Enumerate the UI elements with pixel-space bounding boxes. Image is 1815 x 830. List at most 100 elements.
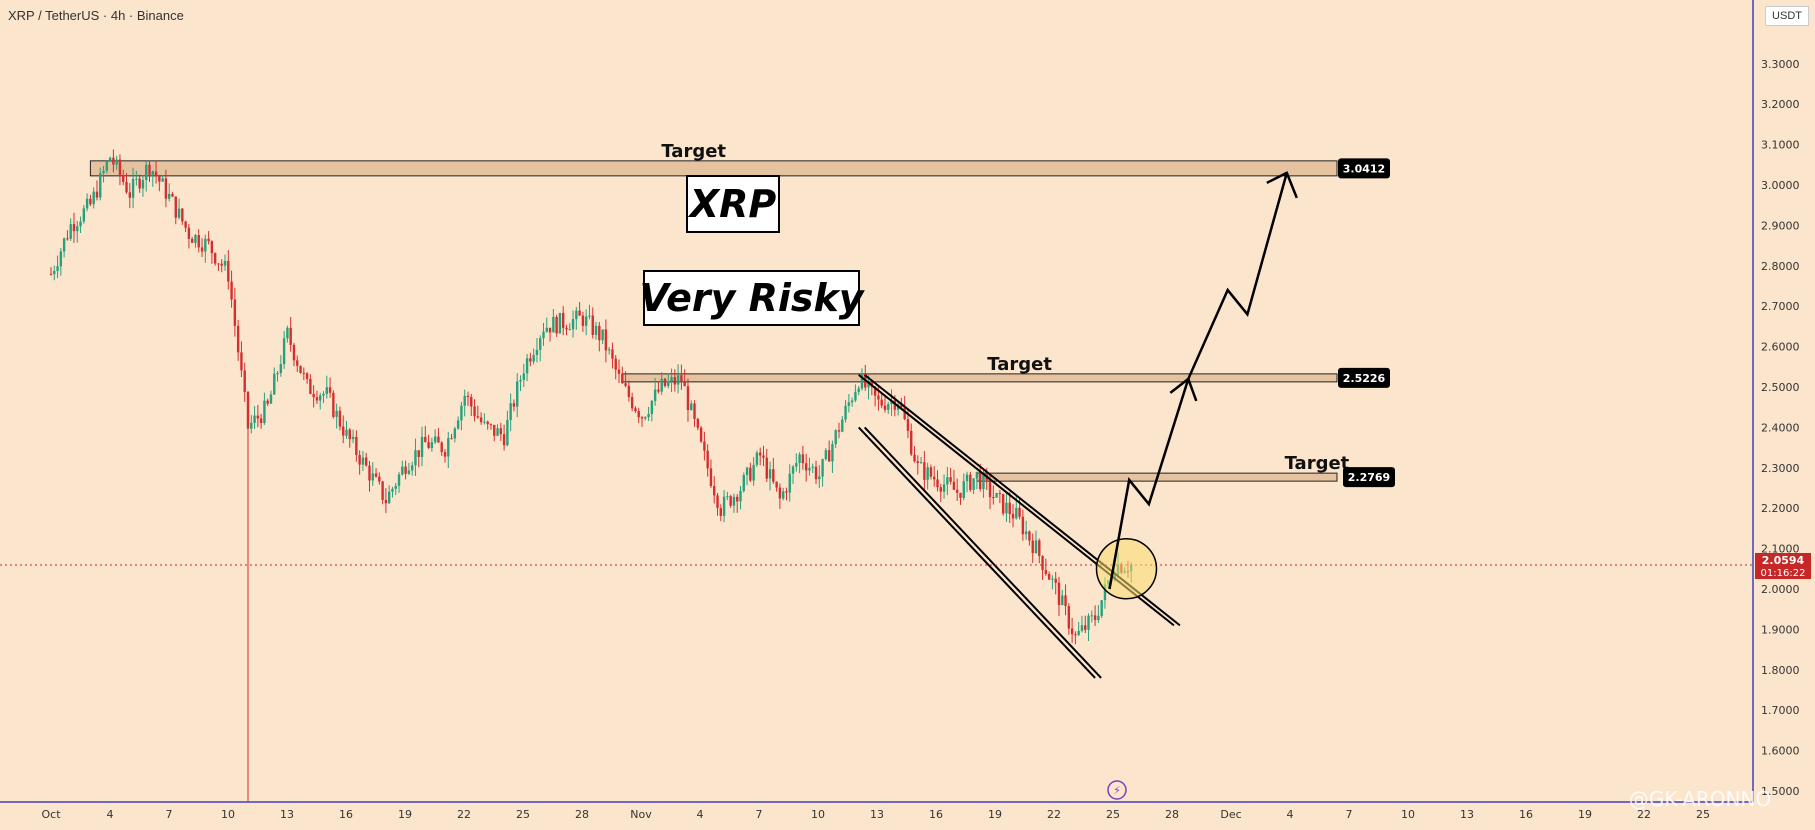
candle: [1067, 606, 1071, 629]
y-tick-label: 2.4000: [1761, 421, 1800, 434]
last-price-tag: [1755, 553, 1811, 580]
candle: [906, 419, 910, 431]
candle: [92, 191, 95, 205]
candle: [847, 402, 851, 406]
candle: [66, 238, 69, 240]
candle: [594, 325, 598, 335]
bar-countdown: 01:16:22: [1761, 568, 1806, 579]
y-tick-label: 2.8000: [1761, 260, 1800, 273]
candle: [453, 428, 457, 439]
candle: [548, 327, 552, 333]
x-tick-label: 4: [107, 808, 114, 821]
candle: [617, 369, 621, 374]
candle: [949, 477, 952, 482]
candle: [680, 375, 683, 382]
candle: [243, 370, 246, 392]
candle: [506, 419, 509, 446]
candle: [355, 436, 358, 455]
candle: [128, 192, 131, 198]
candle: [1080, 625, 1084, 631]
candle: [286, 327, 289, 339]
candle: [880, 399, 883, 406]
candle: [309, 378, 312, 394]
candle: [525, 358, 529, 374]
watermark: @GK-ARONNO: [1629, 787, 1771, 811]
candle: [256, 415, 260, 419]
x-tick-label: 16: [929, 808, 943, 821]
candle: [210, 241, 214, 254]
candle: [598, 325, 601, 341]
candle: [929, 467, 933, 477]
candle: [673, 377, 677, 385]
candle: [207, 238, 210, 242]
annotation-text: Very Risky: [639, 276, 865, 320]
y-tick-label: 2.0000: [1761, 583, 1800, 596]
candle: [158, 176, 161, 182]
y-tick-label: 3.2000: [1761, 98, 1800, 111]
candle: [387, 491, 391, 504]
candle: [706, 450, 709, 469]
candle: [660, 378, 663, 392]
candle: [151, 171, 154, 175]
candle: [79, 221, 82, 227]
candle: [102, 170, 105, 174]
candle: [394, 485, 397, 489]
candle: [752, 464, 755, 481]
candle: [975, 471, 979, 479]
candle: [401, 466, 404, 475]
candle: [424, 436, 427, 443]
candle: [1047, 573, 1051, 580]
candle: [765, 457, 768, 479]
candle: [292, 344, 296, 361]
candle: [420, 436, 424, 458]
candle: [263, 400, 266, 423]
currency-button[interactable]: USDT: [1765, 6, 1809, 26]
candle: [1008, 502, 1011, 514]
candle: [926, 467, 929, 480]
candle: [69, 224, 72, 239]
candle: [253, 415, 256, 423]
candle: [539, 338, 542, 350]
candle: [296, 360, 299, 366]
candle: [696, 418, 700, 428]
x-tick-label: 13: [870, 808, 884, 821]
candle: [171, 193, 174, 197]
candle: [368, 465, 371, 481]
y-tick-label: 2.7000: [1761, 300, 1800, 313]
candle: [709, 468, 713, 487]
candle: [693, 403, 696, 419]
channel-line: [857, 426, 1096, 679]
candle: [397, 474, 401, 486]
candle: [919, 462, 923, 464]
candle: [972, 478, 975, 490]
candle: [732, 496, 736, 506]
candle: [755, 452, 759, 465]
candle: [194, 235, 197, 243]
candle: [470, 396, 473, 407]
price-tag-label: 2.2769: [1348, 471, 1390, 484]
y-tick-label: 2.1000: [1761, 543, 1800, 556]
candle: [653, 389, 657, 401]
candle: [713, 486, 716, 496]
candle: [749, 467, 752, 481]
x-tick-label: 10: [221, 808, 235, 821]
candle: [273, 373, 276, 395]
candle: [135, 178, 138, 180]
candle: [716, 495, 719, 509]
candle: [775, 481, 778, 488]
candle: [141, 179, 145, 189]
candle: [998, 493, 1002, 495]
candle: [529, 358, 532, 362]
x-tick-label: Oct: [41, 808, 61, 821]
candle: [417, 450, 420, 458]
candle: [670, 377, 673, 382]
candle: [184, 221, 187, 228]
candle: [578, 310, 581, 316]
candle: [174, 196, 177, 218]
candle: [76, 226, 79, 232]
x-tick-label: 16: [339, 808, 353, 821]
candle: [522, 373, 525, 380]
candle: [933, 476, 936, 480]
y-tick-label: 1.6000: [1761, 745, 1800, 758]
